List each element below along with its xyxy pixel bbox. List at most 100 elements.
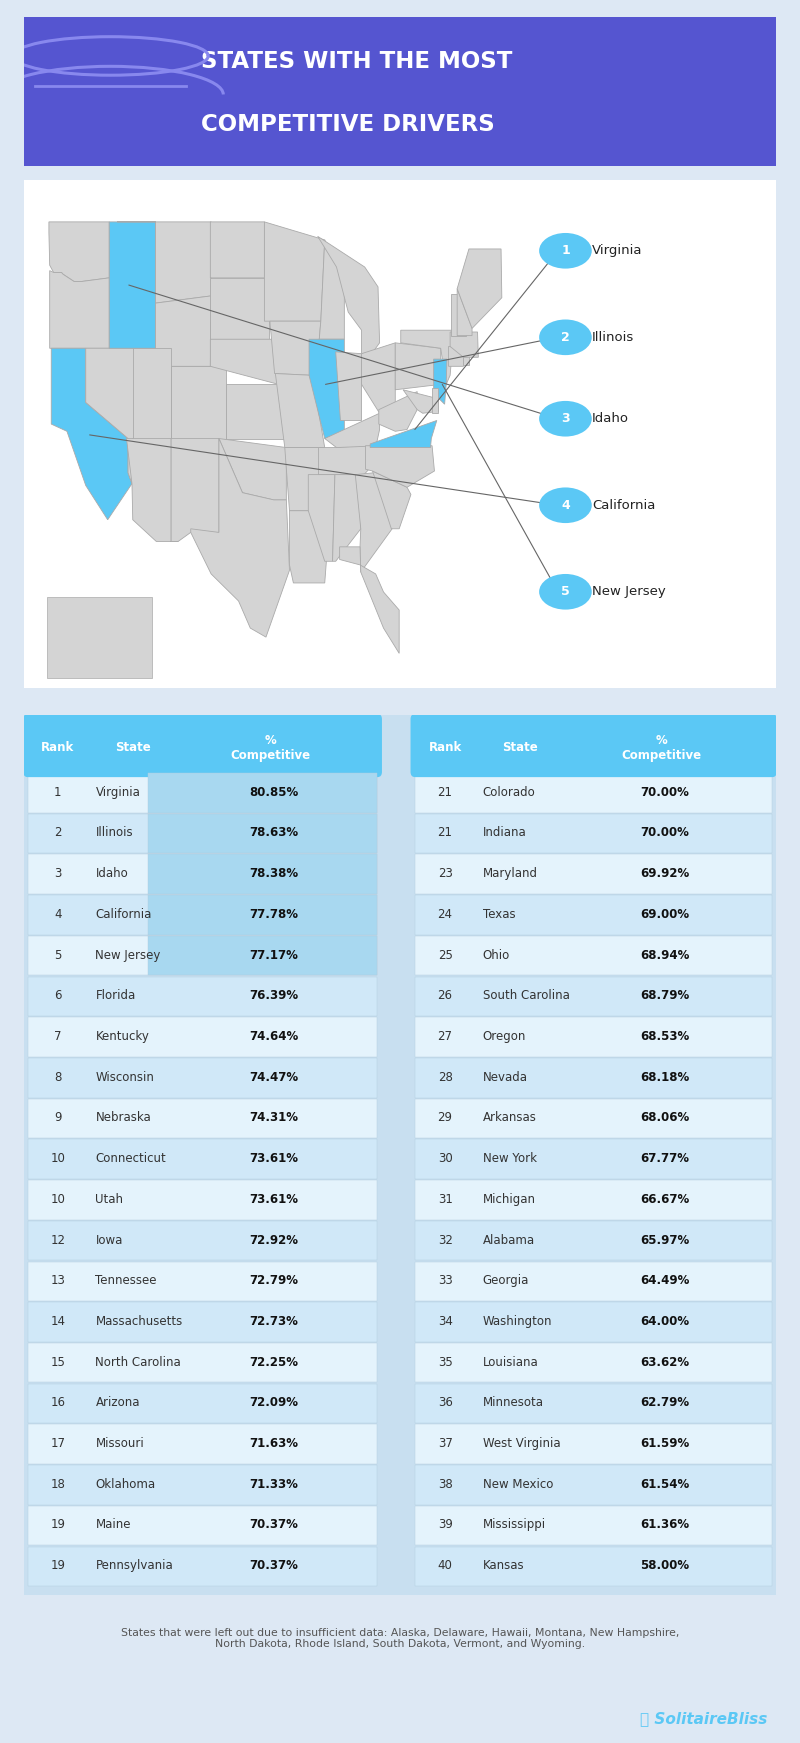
FancyBboxPatch shape [410,715,777,777]
Polygon shape [434,359,447,404]
Polygon shape [318,237,379,354]
Bar [415,896,772,934]
Text: Iowa: Iowa [95,1234,123,1246]
Bar [415,1302,772,1342]
Text: 61.59%: 61.59% [641,1436,690,1450]
Bar [28,1384,378,1424]
Bar [415,1384,772,1424]
Text: 70.37%: 70.37% [250,1518,298,1532]
Text: 70.00%: 70.00% [641,826,690,840]
Polygon shape [451,295,466,336]
Text: 3: 3 [54,866,62,880]
Text: Missouri: Missouri [95,1436,144,1450]
Polygon shape [457,249,502,328]
Polygon shape [403,390,438,413]
Bar [415,774,772,812]
Text: 21: 21 [438,786,453,798]
Bar [415,814,772,854]
Text: 78.63%: 78.63% [250,826,298,840]
Bar [28,1546,378,1586]
Text: Ⓢ SolitaireBliss: Ⓢ SolitaireBliss [640,1712,768,1726]
Text: 63.62%: 63.62% [641,1356,690,1368]
Bar [415,1140,772,1178]
Text: 31: 31 [438,1192,453,1206]
Text: %
Competitive: % Competitive [230,734,310,762]
Bar [415,936,772,976]
Polygon shape [219,439,286,500]
Text: 16: 16 [50,1396,66,1410]
Text: Maryland: Maryland [482,866,538,880]
Polygon shape [86,349,171,483]
Text: Georgia: Georgia [482,1274,529,1288]
Text: Rank: Rank [429,741,462,755]
Bar [28,936,378,976]
Text: 72.79%: 72.79% [250,1274,298,1288]
Text: Arizona: Arizona [95,1396,140,1410]
Polygon shape [117,221,211,303]
Text: 29: 29 [438,1112,453,1124]
Text: 23: 23 [438,866,453,880]
Bar [148,936,378,976]
Text: Mississippi: Mississippi [482,1518,546,1532]
Polygon shape [46,596,152,678]
Circle shape [539,488,592,523]
Bar [415,1262,772,1300]
Text: 7: 7 [54,1030,62,1042]
Text: 6: 6 [54,990,62,1002]
Text: 26: 26 [438,990,453,1002]
Bar [415,1466,772,1504]
Polygon shape [155,296,211,366]
Text: 19: 19 [50,1518,66,1532]
Text: 77.17%: 77.17% [250,948,298,962]
Text: 4: 4 [561,498,570,512]
Text: 9: 9 [54,1112,62,1124]
Text: Indiana: Indiana [482,826,526,840]
Bar [28,774,378,812]
Polygon shape [264,221,325,321]
Text: 58.00%: 58.00% [641,1560,690,1572]
Text: 73.61%: 73.61% [250,1192,298,1206]
Text: Illinois: Illinois [95,826,133,840]
Text: 15: 15 [50,1356,66,1368]
Polygon shape [49,221,110,281]
Polygon shape [110,221,171,366]
Circle shape [539,234,592,268]
Polygon shape [226,385,285,439]
Text: 70.00%: 70.00% [641,786,690,798]
Polygon shape [51,349,132,519]
Text: 77.78%: 77.78% [250,908,298,920]
Text: 69.92%: 69.92% [641,866,690,880]
Text: 73.61%: 73.61% [250,1152,298,1164]
Polygon shape [133,349,171,439]
Bar [28,1098,378,1138]
Text: New York: New York [482,1152,537,1164]
Text: Michigan: Michigan [482,1192,536,1206]
Polygon shape [270,321,321,375]
Text: Idaho: Idaho [95,866,128,880]
Bar [28,1344,378,1382]
Text: 67.77%: 67.77% [641,1152,690,1164]
Text: 74.64%: 74.64% [250,1030,298,1042]
Text: Minnesota: Minnesota [482,1396,544,1410]
Text: 30: 30 [438,1152,453,1164]
Bar [148,814,378,854]
Text: 35: 35 [438,1356,453,1368]
Polygon shape [450,331,478,357]
Bar [28,896,378,934]
Text: Nevada: Nevada [482,1070,528,1084]
Bar [28,1058,378,1098]
Polygon shape [290,511,330,582]
Text: 2: 2 [561,331,570,343]
Text: 25: 25 [438,948,453,962]
FancyBboxPatch shape [23,715,382,777]
Polygon shape [171,439,219,542]
Polygon shape [366,446,434,488]
Text: 64.00%: 64.00% [641,1314,690,1328]
Bar [28,1018,378,1056]
Text: California: California [95,908,152,920]
Polygon shape [308,474,335,561]
Text: 2: 2 [54,826,62,840]
Polygon shape [432,389,438,413]
Text: 65.97%: 65.97% [641,1234,690,1246]
Text: 12: 12 [50,1234,66,1246]
